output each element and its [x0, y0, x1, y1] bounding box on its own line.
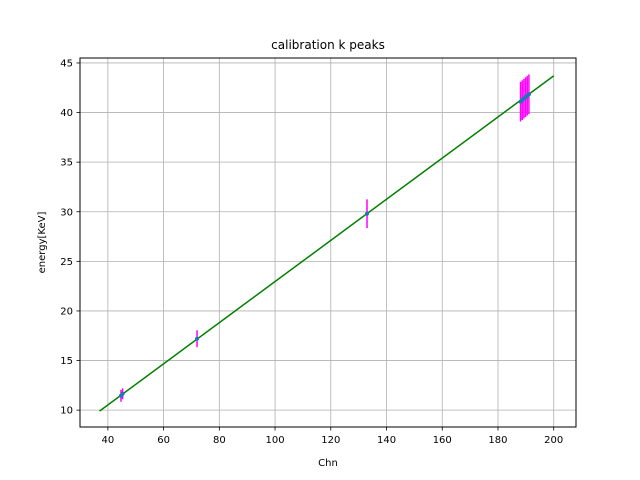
- plot-frame: [79, 57, 577, 428]
- grid: [80, 58, 576, 427]
- data-point: [365, 211, 370, 216]
- y-tick-label: 40: [60, 108, 73, 119]
- ticks: 40 60 80 100 120 140 160 180 200 10 15 20 25 30 35 40 45: [60, 58, 563, 446]
- y-tick-label: 10: [60, 406, 73, 417]
- fit-line: [99, 75, 555, 412]
- x-tick-label: 100: [266, 435, 285, 446]
- x-tick-label: 140: [377, 435, 396, 446]
- data-point: [195, 336, 200, 341]
- x-axis-label: Chn: [318, 458, 338, 469]
- x-tick-label: 60: [157, 435, 170, 446]
- x-tick-label: 200: [544, 435, 563, 446]
- x-tick-label: 180: [488, 435, 507, 446]
- chart-title: calibration k peaks: [271, 38, 385, 52]
- y-tick-label: 35: [60, 158, 73, 169]
- x-tick-label: 120: [321, 435, 340, 446]
- fit-line-layer: [99, 75, 555, 412]
- x-tick-label: 40: [101, 435, 114, 446]
- y-tick-label: 25: [60, 257, 73, 268]
- x-tick-label: 160: [433, 435, 452, 446]
- y-tick-label: 45: [60, 58, 73, 69]
- y-axis-label: energy[KeV]: [37, 212, 48, 274]
- data-point: [120, 391, 125, 396]
- data-point: [526, 92, 531, 97]
- data-points-layer: [118, 74, 531, 402]
- x-tick-label: 80: [213, 435, 226, 446]
- y-tick-label: 20: [60, 306, 73, 317]
- y-tick-label: 30: [60, 207, 73, 218]
- y-tick-label: 15: [60, 356, 73, 367]
